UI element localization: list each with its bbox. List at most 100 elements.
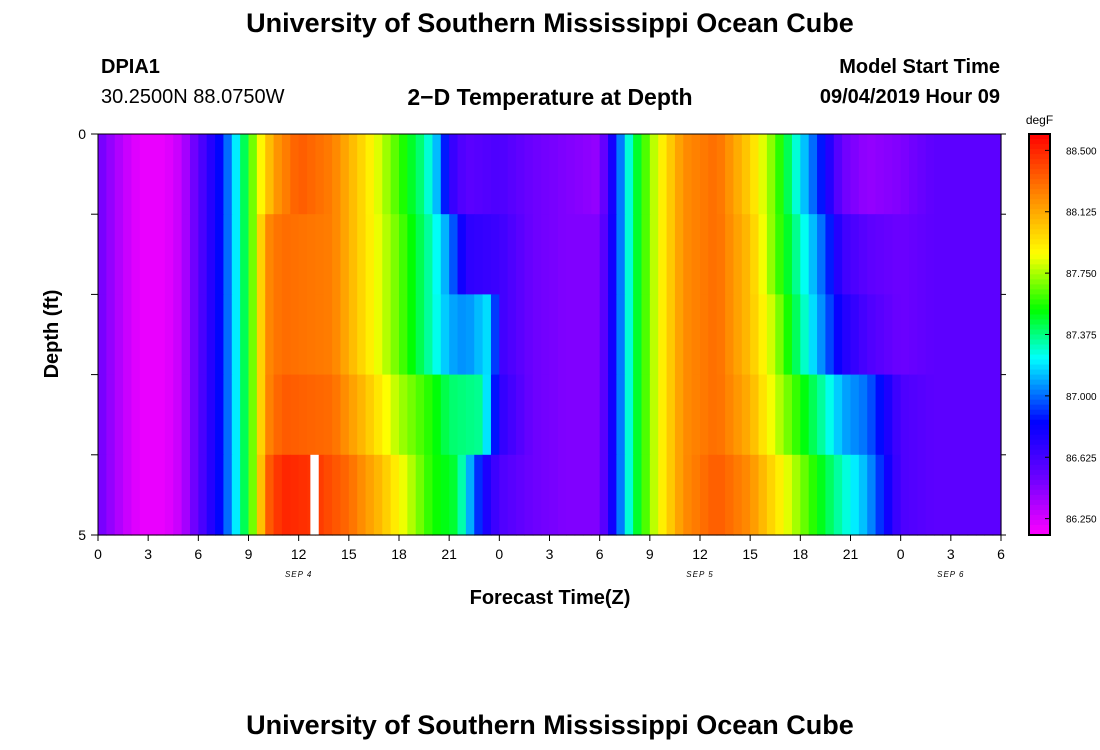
heatmap-cell bbox=[808, 294, 818, 376]
heatmap-cell bbox=[490, 454, 500, 536]
heatmap-cell bbox=[457, 214, 467, 295]
heatmap-cell bbox=[783, 454, 793, 536]
heatmap-cell bbox=[892, 374, 902, 456]
heatmap-cell bbox=[942, 374, 952, 456]
heatmap-cell bbox=[599, 134, 609, 215]
heatmap-cell bbox=[357, 454, 367, 536]
heatmap-cell bbox=[415, 374, 425, 456]
heatmap-cell bbox=[248, 134, 258, 215]
heatmap-cell bbox=[716, 454, 726, 536]
colorbar-segment bbox=[1029, 514, 1050, 521]
heatmap-cell bbox=[373, 134, 383, 215]
heatmap-cell bbox=[148, 214, 158, 295]
colorbar-segment bbox=[1029, 379, 1050, 386]
heatmap-cell bbox=[231, 294, 241, 376]
x-tick-label: 18 bbox=[793, 546, 809, 562]
colorbar-segment bbox=[1029, 329, 1050, 335]
heatmap-cell bbox=[992, 134, 1002, 215]
heatmap-cell bbox=[867, 294, 877, 376]
heatmap-cell bbox=[98, 374, 107, 456]
x-tick-label: 21 bbox=[441, 546, 457, 562]
heatmap-cell bbox=[725, 214, 735, 295]
heatmap-cell bbox=[256, 134, 266, 215]
heatmap-cell bbox=[499, 214, 509, 295]
heatmap-cell bbox=[173, 294, 183, 376]
heatmap-cell bbox=[725, 374, 735, 456]
heatmap-cell bbox=[959, 374, 969, 456]
heatmap-cell bbox=[934, 454, 944, 536]
heatmap-cell bbox=[290, 214, 300, 295]
heatmap-cell bbox=[574, 374, 584, 456]
heatmap-cell bbox=[198, 214, 208, 295]
heatmap-cell bbox=[909, 134, 918, 215]
heatmap-cell bbox=[189, 134, 199, 215]
heatmap-cell bbox=[608, 214, 617, 295]
heatmap-cell bbox=[666, 374, 676, 456]
heatmap-cell bbox=[992, 294, 1002, 376]
heatmap-cell bbox=[323, 134, 333, 215]
heatmap-cell bbox=[281, 294, 291, 376]
heatmap-cell bbox=[390, 214, 400, 295]
colorbar-segment bbox=[1029, 219, 1050, 225]
heatmap-cell bbox=[666, 454, 676, 536]
heatmap-cell bbox=[482, 454, 492, 536]
heatmap-cell bbox=[775, 214, 785, 295]
heatmap-cell bbox=[917, 134, 927, 215]
heatmap-cell bbox=[658, 374, 668, 456]
heatmap-cell bbox=[240, 294, 250, 376]
heatmap-cell bbox=[674, 374, 684, 456]
colorbar-segment bbox=[1029, 419, 1050, 426]
heatmap-cell bbox=[231, 374, 241, 456]
heatmap-cell bbox=[766, 454, 776, 536]
x-tick-label: 6 bbox=[194, 546, 202, 562]
heatmap-cell bbox=[248, 374, 258, 456]
x-tick-label: 18 bbox=[391, 546, 407, 562]
heatmap-cell bbox=[909, 214, 918, 295]
heatmap-cell bbox=[975, 214, 985, 295]
heatmap-cell bbox=[858, 294, 868, 376]
heatmap-cell bbox=[223, 294, 233, 376]
heatmap-cell bbox=[215, 134, 225, 215]
heatmap-cell bbox=[909, 374, 918, 456]
heatmap-cell bbox=[649, 214, 659, 295]
colorbar-segment bbox=[1029, 159, 1050, 165]
heatmap-cell bbox=[181, 454, 191, 536]
heatmap-cell bbox=[925, 374, 935, 456]
x-tick-label: 15 bbox=[742, 546, 758, 562]
heatmap-cell bbox=[900, 134, 910, 215]
heatmap-cell bbox=[557, 454, 567, 536]
heatmap-cell bbox=[399, 294, 408, 376]
heatmap-cell bbox=[323, 374, 333, 456]
colorbar-segment bbox=[1029, 154, 1050, 160]
heatmap-cell bbox=[783, 134, 793, 215]
heatmap-cell bbox=[432, 134, 442, 215]
heatmap-cell bbox=[950, 294, 960, 376]
heatmap-cell bbox=[215, 294, 225, 376]
colorbar-segment bbox=[1029, 484, 1050, 491]
heatmap-cell bbox=[156, 294, 166, 376]
heatmap-cell bbox=[967, 214, 977, 295]
colorbar-segment bbox=[1029, 294, 1050, 300]
heatmap-cell bbox=[248, 214, 258, 295]
colorbar-segment bbox=[1029, 499, 1050, 506]
heatmap-cell bbox=[733, 134, 743, 215]
heatmap-cell bbox=[524, 134, 534, 215]
heatmap-cell bbox=[541, 134, 551, 215]
heatmap-cell bbox=[817, 294, 827, 376]
chart-subtitle: 2−D Temperature at Depth bbox=[407, 84, 693, 110]
heatmap-cell bbox=[833, 214, 843, 295]
heatmap-cell bbox=[892, 454, 902, 536]
heatmap-cell bbox=[591, 454, 601, 536]
heatmap-cell bbox=[608, 294, 617, 376]
colorbar-segment bbox=[1029, 469, 1050, 476]
heatmap-cell bbox=[674, 134, 684, 215]
heatmap-cell bbox=[984, 454, 994, 536]
heatmap-cell bbox=[131, 454, 141, 536]
heatmap-cell bbox=[273, 294, 283, 376]
heatmap-cell bbox=[173, 454, 183, 536]
colorbar-segment bbox=[1029, 314, 1050, 320]
heatmap-cell bbox=[365, 454, 375, 536]
heatmap-cell bbox=[909, 454, 918, 536]
heatmap-cell bbox=[231, 454, 241, 536]
heatmap-cell bbox=[424, 294, 434, 376]
